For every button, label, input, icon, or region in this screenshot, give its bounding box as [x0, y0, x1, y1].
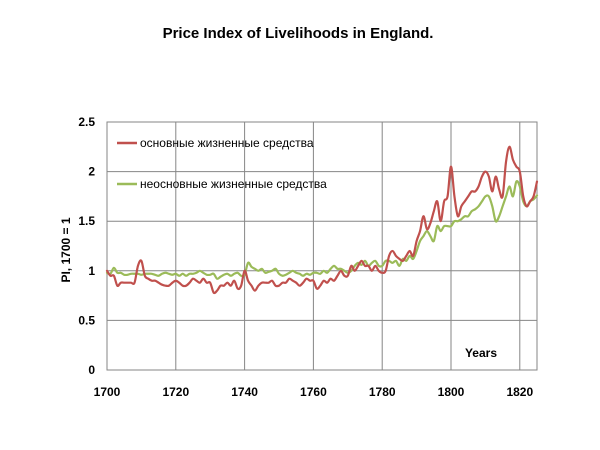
x-tick-label: 1760 [300, 385, 327, 399]
y-tick-label: 0 [88, 363, 95, 377]
y-axis-label: PI, 1700 = 1 [59, 217, 73, 282]
x-tick-label: 1720 [162, 385, 189, 399]
x-tick-label: 1740 [231, 385, 258, 399]
series-line-nonbasic-livelihoods [105, 180, 539, 280]
tick-labels: 0 0.5 1 1.5 2 2.5 1700 1720 1740 1760 1780 1800 1820 [78, 115, 533, 399]
legend-label: неосновные жизненные средства [140, 177, 327, 191]
y-tick-label: 2.5 [78, 115, 95, 129]
y-tick-label: 0.5 [78, 313, 95, 327]
y-tick-label: 1.5 [78, 214, 95, 228]
x-tick-label: 1780 [369, 385, 396, 399]
plot-area-border [106, 121, 538, 371]
legend-label: основные жизненные средства [140, 136, 314, 150]
x-axis-label: Years [465, 346, 497, 360]
y-tick-label: 2 [88, 165, 95, 179]
legend: основные жизненные средства неосновные жи… [117, 136, 327, 191]
x-tick-label: 1800 [438, 385, 465, 399]
series-lines [105, 145, 539, 295]
chart-title: Price Index of Livelihoods in England. [163, 25, 434, 42]
grid [106, 121, 537, 371]
y-tick-label: 1 [88, 264, 95, 278]
series-line-basic-livelihoods [105, 145, 539, 295]
x-tick-label: 1700 [94, 385, 121, 399]
x-tick-label: 1820 [506, 385, 533, 399]
